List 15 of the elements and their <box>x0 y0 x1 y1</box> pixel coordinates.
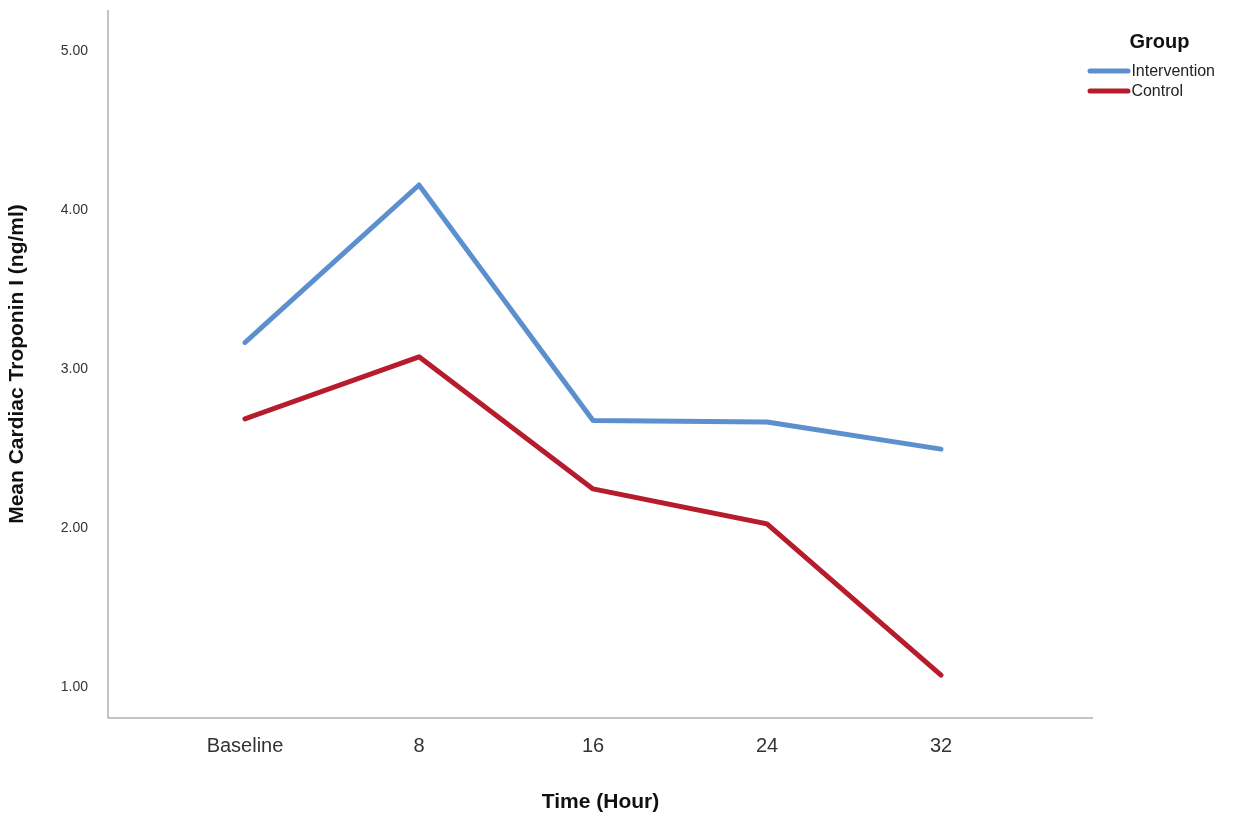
x-tick-label: 24 <box>755 734 779 757</box>
x-tick-label: Baseline <box>206 734 284 757</box>
x-tick-label: 16 <box>581 734 605 757</box>
x-tick-label: 32 <box>929 734 953 757</box>
legend-title: Group <box>1129 30 1191 53</box>
y-axis-title: Mean Cardiac Troponin I (ng/ml) <box>4 204 28 524</box>
y-tick-label: 4.00 <box>60 200 89 217</box>
legend-label: Intervention <box>1131 62 1215 80</box>
y-tick-label: 5.00 <box>60 41 89 58</box>
y-tick-label: 3.00 <box>60 359 89 376</box>
x-tick-label: 8 <box>413 734 425 757</box>
x-axis-title: Time (Hour) <box>541 789 660 812</box>
y-tick-label: 2.00 <box>60 519 89 536</box>
y-tick-label: 1.00 <box>60 678 89 695</box>
legend-label: Control <box>1131 82 1183 100</box>
